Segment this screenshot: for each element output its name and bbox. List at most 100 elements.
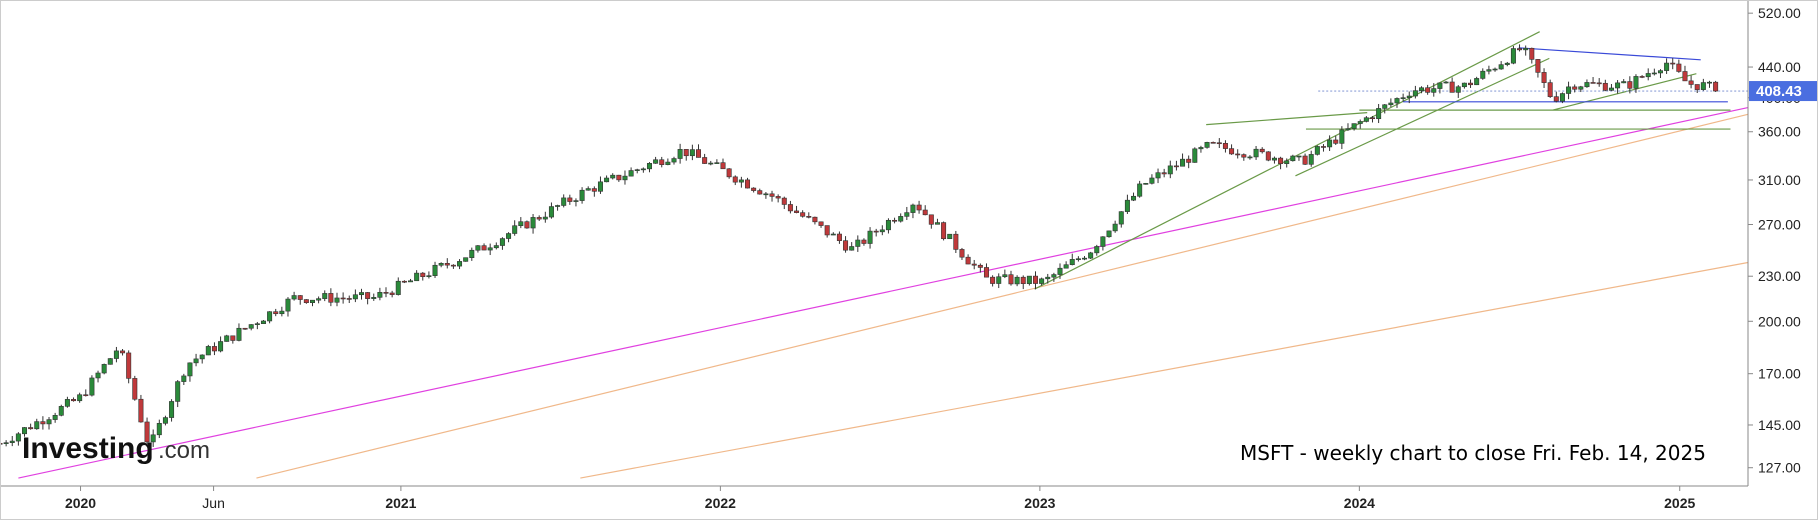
candle-body-275 [1682, 71, 1688, 82]
trendline-2 [580, 261, 1749, 479]
candle-body-130 [794, 210, 800, 213]
candles-layer [0, 44, 1719, 447]
candle-body-137 [836, 233, 842, 241]
candle-body-126 [769, 193, 775, 197]
candle-body-260 [1590, 82, 1596, 84]
candle-body-2 [9, 440, 15, 443]
candle-body-202 [1235, 153, 1241, 156]
candle-body-106 [646, 163, 652, 170]
candle-body-113 [689, 149, 695, 157]
candle-body-170 [1039, 278, 1045, 284]
candle-body-146 [892, 219, 898, 222]
candle-body-54 [328, 293, 334, 303]
candle-body-189 [1155, 172, 1161, 179]
candle-body-183 [1118, 211, 1124, 225]
candle-body-234 [1431, 88, 1437, 93]
candle-body-233 [1425, 87, 1431, 93]
candle-body-48 [291, 295, 297, 300]
candle-body-155 [947, 233, 953, 240]
candle-body-71 [432, 264, 438, 276]
candle-body-47 [285, 298, 291, 312]
candle-body-69 [420, 272, 426, 278]
candle-body-128 [781, 197, 787, 205]
candle-body-201 [1229, 148, 1235, 155]
candle-body-139 [849, 246, 855, 251]
candle-body-250 [1529, 47, 1535, 60]
candle-body-230 [1406, 95, 1412, 98]
candle-body-266 [1627, 81, 1633, 89]
candle-body-92 [561, 197, 567, 206]
candle-body-177 [1082, 257, 1088, 260]
candle-body-204 [1247, 156, 1253, 159]
candle-body-26 [156, 423, 162, 436]
candle-body-221 [1351, 123, 1357, 129]
candle-body-9 [52, 415, 58, 420]
candle-body-15 [89, 377, 95, 396]
candle-body-203 [1241, 154, 1247, 158]
candle-body-150 [916, 204, 922, 211]
x-tick-label: 2020 [65, 495, 96, 511]
candle-body-75 [457, 261, 463, 267]
candle-body-256 [1566, 86, 1572, 94]
candle-body-236 [1443, 81, 1449, 84]
candle-body-222 [1357, 121, 1363, 124]
candle-body-229 [1400, 97, 1406, 99]
candle-body-16 [95, 372, 101, 379]
candle-body-81 [493, 245, 499, 249]
candle-body-232 [1419, 87, 1425, 91]
candle-body-168 [1026, 275, 1032, 284]
candle-body-149 [910, 204, 916, 213]
candle-body-77 [469, 249, 475, 258]
candle-body-25 [150, 434, 156, 443]
candle-body-91 [555, 205, 561, 207]
candle-body-153 [934, 222, 940, 225]
x-tick-label: Jun [202, 495, 225, 511]
candle-body-24 [144, 421, 150, 443]
candle-body-194 [1186, 158, 1192, 163]
candle-body-96 [585, 188, 591, 191]
candle-body-31 [187, 362, 193, 377]
candle-body-273 [1670, 62, 1676, 65]
candle-body-231 [1412, 90, 1418, 97]
candle-body-51 [309, 299, 315, 304]
candle-body-172 [1051, 274, 1057, 278]
candle-body-61 [371, 297, 377, 299]
candle-body-32 [193, 358, 199, 364]
candle-body-111 [677, 149, 683, 159]
candle-body-185 [1131, 195, 1137, 201]
candle-body-42 [254, 323, 260, 325]
candle-body-277 [1694, 84, 1700, 90]
candle-body-200 [1222, 143, 1228, 149]
candle-body-110 [671, 158, 677, 163]
candle-body-76 [463, 257, 469, 262]
candle-body-187 [1143, 183, 1149, 185]
candle-body-162 [990, 276, 996, 284]
y-tick-label: 145.00 [1758, 417, 1801, 433]
candle-body-244 [1492, 68, 1498, 71]
candle-body-176 [1075, 258, 1081, 261]
candle-body-219 [1339, 129, 1345, 144]
candle-body-88 [536, 217, 542, 220]
candle-body-40 [242, 327, 248, 330]
candle-body-7 [40, 421, 46, 425]
candle-body-151 [922, 209, 928, 216]
x-tick-label: 2023 [1024, 495, 1055, 511]
candle-body-154 [941, 222, 947, 240]
candle-body-44 [267, 311, 273, 322]
candle-body-241 [1474, 78, 1480, 86]
candle-body-131 [800, 212, 806, 217]
y-tick-label: 520.00 [1758, 5, 1801, 21]
candle-body-129 [787, 204, 793, 212]
candle-body-78 [475, 245, 481, 251]
trendline-0 [18, 107, 1749, 479]
candle-body-199 [1216, 142, 1222, 145]
candle-body-36 [218, 341, 224, 352]
candle-body-213 [1302, 155, 1308, 165]
candle-body-249 [1523, 47, 1529, 51]
candle-body-94 [573, 200, 579, 202]
candle-body-159 [971, 263, 977, 266]
candle-body-65 [395, 280, 401, 295]
y-tick-label: 270.00 [1758, 217, 1801, 233]
candle-body-224 [1369, 117, 1375, 120]
